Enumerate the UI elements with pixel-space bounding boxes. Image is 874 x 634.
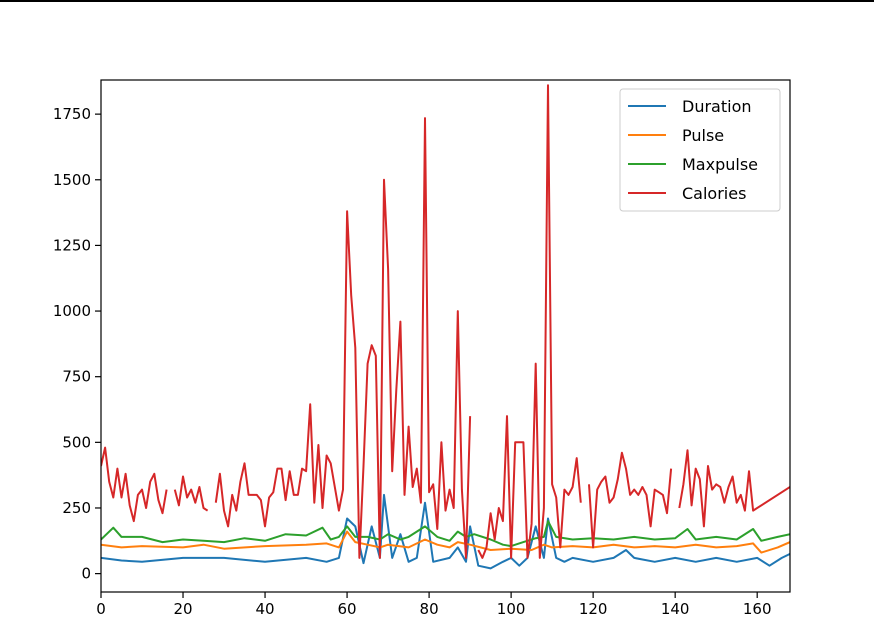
y-tick-label: 1000: [53, 302, 91, 320]
x-tick-label: 60: [338, 600, 357, 618]
window-top-border: [0, 0, 874, 2]
series-line-calories-seg2: [214, 117, 472, 559]
x-tick-label: 100: [497, 600, 526, 618]
axes-frame: [100, 79, 791, 593]
plot-lines: [101, 84, 790, 570]
legend-label-duration: Duration: [682, 97, 752, 116]
legend-label-maxpulse: Maxpulse: [682, 155, 758, 174]
x-tick-label: 0: [96, 600, 106, 618]
series-line-calories-seg4: [588, 451, 673, 549]
series-line-calories-seg5: [678, 449, 790, 528]
legend-label-calories: Calories: [682, 184, 746, 203]
x-tick-label: 40: [256, 600, 275, 618]
x-tick-label: 140: [661, 600, 690, 618]
y-tick-label: 1750: [53, 105, 91, 123]
series-line-maxpulse: [101, 520, 790, 548]
series-line-calories-seg0: [101, 446, 168, 523]
x-tick-label: 20: [173, 600, 192, 618]
series-line-pulse: [101, 530, 790, 554]
x-axis: 0 20 40 60 80 100 120 140 160: [96, 592, 772, 618]
y-tick-label: 500: [62, 433, 91, 451]
y-tick-label: 1250: [53, 236, 91, 254]
x-tick-label: 80: [420, 600, 439, 618]
y-tick-label: 750: [62, 368, 91, 386]
y-axis: 0 250 500 750 1000 1250 1500 1750: [53, 105, 101, 583]
series-line-calories-seg1: [173, 475, 209, 512]
legend-label-pulse: Pulse: [682, 126, 724, 145]
legend-box: [619, 88, 781, 212]
y-tick-label: 0: [81, 565, 91, 583]
y-tick-label: 1500: [53, 171, 91, 189]
x-tick-label: 120: [579, 600, 608, 618]
y-tick-label: 250: [62, 499, 91, 517]
legend: Duration Pulse Maxpulse Calories: [619, 88, 781, 212]
series-line-calories-seg3: [477, 84, 582, 559]
x-tick-label: 160: [743, 600, 772, 618]
